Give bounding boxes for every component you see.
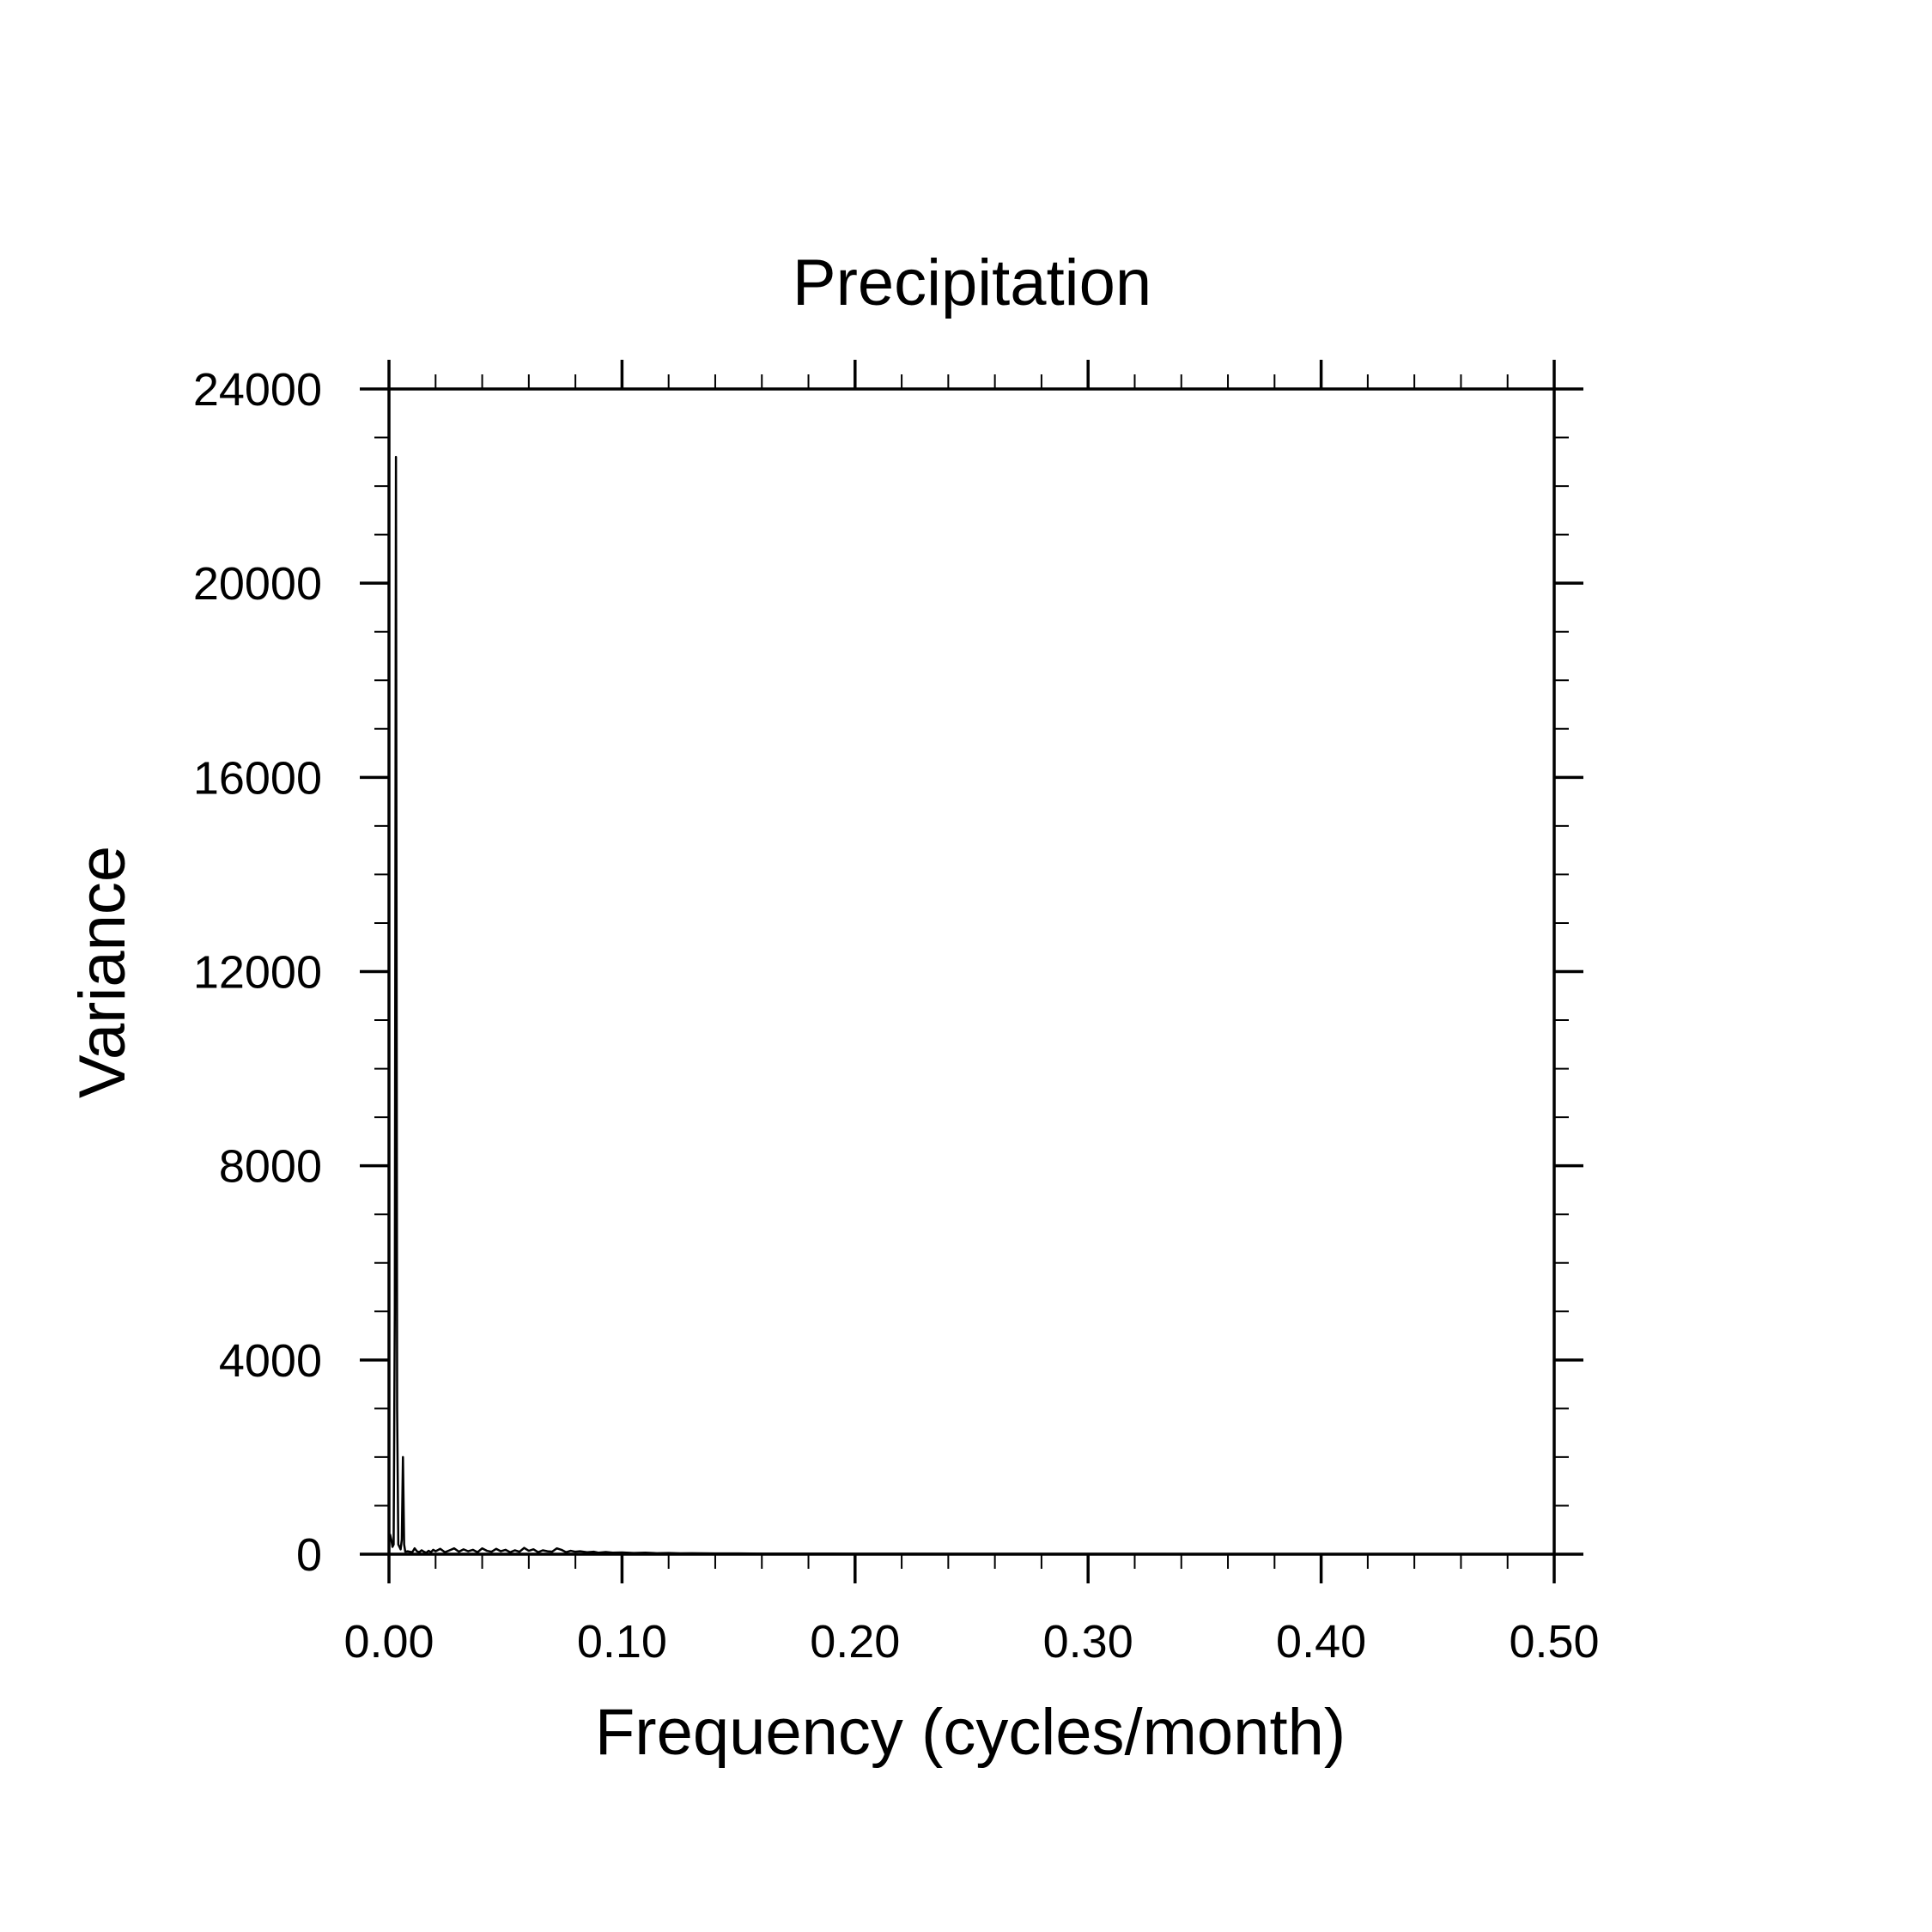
chart-title: Precipitation bbox=[793, 246, 1151, 319]
major-ticks bbox=[360, 360, 1583, 1583]
y-tick-label: 24000 bbox=[193, 364, 322, 416]
minor-ticks bbox=[374, 374, 1569, 1569]
x-tick-label: 0.30 bbox=[1043, 1616, 1133, 1668]
x-tick-label: 0.20 bbox=[810, 1616, 900, 1668]
x-tick-label: 0.10 bbox=[577, 1616, 667, 1668]
y-tick-label: 16000 bbox=[193, 752, 322, 804]
y-tick-label: 12000 bbox=[193, 947, 322, 999]
y-axis-title: Variance bbox=[66, 846, 139, 1098]
x-tick-labels: 0.00 0.10 0.20 0.30 0.40 0.50 bbox=[343, 1616, 1599, 1668]
y-tick-label: 0 bbox=[296, 1529, 322, 1581]
plot-frame bbox=[387, 387, 1556, 1556]
x-tick-label: 0.40 bbox=[1276, 1616, 1366, 1668]
y-tick-label: 4000 bbox=[219, 1335, 322, 1387]
series-line bbox=[387, 455, 1555, 1556]
x-tick-label: 0.00 bbox=[343, 1616, 434, 1668]
y-tick-label: 20000 bbox=[193, 558, 322, 610]
y-tick-labels: 0 4000 8000 12000 16000 20000 24000 bbox=[193, 364, 322, 1581]
x-axis-title: Frequency (cycles/month) bbox=[595, 1696, 1346, 1769]
y-tick-label: 8000 bbox=[219, 1141, 322, 1193]
x-tick-label: 0.50 bbox=[1509, 1616, 1599, 1668]
